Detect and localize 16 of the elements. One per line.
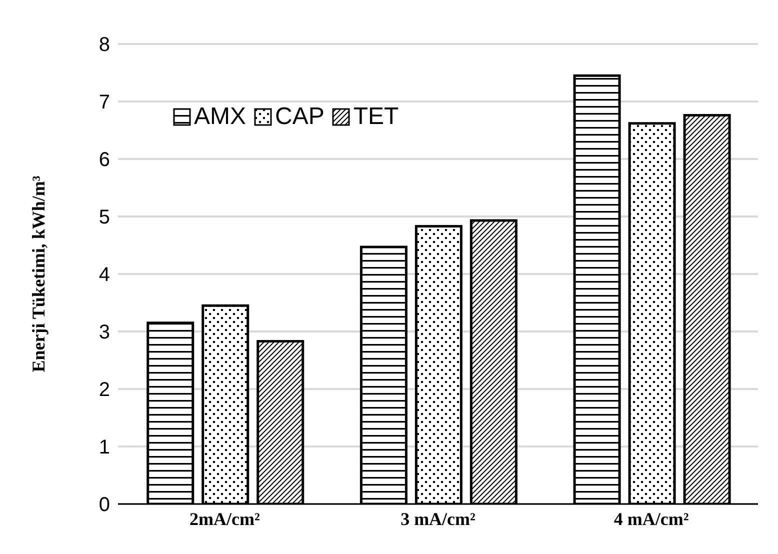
y-tick-label: 0 (98, 494, 110, 516)
y-tick-label: 7 (98, 92, 110, 114)
y-tick-label: 8 (98, 34, 110, 56)
y-tick-label: 2 (98, 379, 110, 402)
y-tick-label: 4 (98, 264, 110, 286)
legend-label: TET (353, 103, 399, 131)
x-tick-label: 2mA/cm² (189, 508, 260, 529)
legend-label: AMX (194, 103, 246, 131)
y-axis-title: Enerji Tüketimi, kWh/m³ (28, 175, 48, 372)
x-tick-label: 3 mA/cm² (400, 508, 476, 529)
legend-label: CAP (275, 103, 324, 131)
x-tick-label: 4 mA/cm² (614, 508, 689, 529)
y-tick-label: 5 (98, 206, 110, 229)
y-tick-label: 6 (98, 149, 110, 172)
y-tick-label: 3 (98, 322, 110, 344)
y-tick-label: 1 (98, 436, 110, 459)
